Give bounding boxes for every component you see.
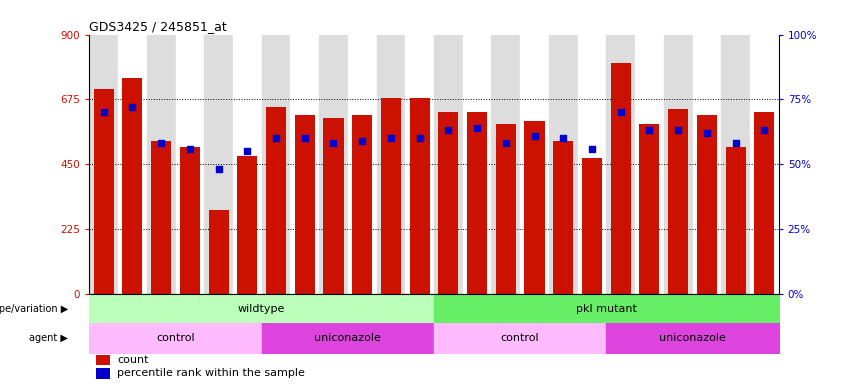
Bar <box>319 35 348 294</box>
Bar <box>96 368 110 379</box>
Point <box>585 146 599 152</box>
Text: count: count <box>117 355 148 365</box>
Bar <box>664 35 693 294</box>
Text: pkl mutant: pkl mutant <box>576 304 637 314</box>
Text: wildtype: wildtype <box>238 304 285 314</box>
Bar <box>553 141 574 294</box>
Text: uniconazole: uniconazole <box>314 333 381 343</box>
Bar <box>434 35 463 294</box>
Bar <box>754 113 774 294</box>
Point <box>183 146 197 152</box>
Bar <box>463 35 492 294</box>
Bar <box>549 35 578 294</box>
Point <box>384 135 397 141</box>
Point <box>212 166 226 172</box>
Point <box>643 127 656 134</box>
Bar <box>266 107 286 294</box>
Bar <box>582 159 602 294</box>
Point <box>499 141 512 147</box>
Bar <box>204 35 233 294</box>
Bar <box>123 78 142 294</box>
Text: GDS3425 / 245851_at: GDS3425 / 245851_at <box>89 20 227 33</box>
Bar <box>405 35 434 294</box>
Point <box>557 135 570 141</box>
Point <box>671 127 685 134</box>
Bar <box>376 35 405 294</box>
Bar <box>467 113 487 294</box>
Bar <box>233 35 262 294</box>
Bar <box>607 35 635 294</box>
Point <box>97 109 111 116</box>
Bar <box>180 147 200 294</box>
Bar <box>524 121 545 294</box>
Bar <box>520 35 549 294</box>
Point <box>154 141 168 147</box>
Bar <box>611 63 631 294</box>
Bar <box>94 89 114 294</box>
Bar <box>693 35 722 294</box>
Bar <box>294 115 315 294</box>
Bar <box>175 35 204 294</box>
Bar <box>726 147 745 294</box>
Bar <box>146 35 175 294</box>
Text: genotype/variation ▶: genotype/variation ▶ <box>0 304 68 314</box>
Point <box>241 148 254 154</box>
Point <box>442 127 455 134</box>
Point <box>356 138 369 144</box>
Bar <box>750 35 779 294</box>
Bar <box>352 115 372 294</box>
Bar <box>722 35 750 294</box>
Text: percentile rank within the sample: percentile rank within the sample <box>117 368 305 378</box>
Point <box>413 135 426 141</box>
Bar <box>348 35 376 294</box>
Bar <box>208 210 229 294</box>
Bar <box>96 354 110 365</box>
Bar <box>290 35 319 294</box>
Point <box>700 130 714 136</box>
Bar <box>118 35 146 294</box>
Point <box>327 141 340 147</box>
Point <box>757 127 771 134</box>
Bar <box>639 124 660 294</box>
Bar <box>381 98 401 294</box>
Bar <box>151 141 171 294</box>
Point <box>471 125 484 131</box>
Text: control: control <box>501 333 540 343</box>
Bar <box>323 118 344 294</box>
Point <box>126 104 140 110</box>
Point <box>298 135 311 141</box>
Text: agent ▶: agent ▶ <box>29 333 68 343</box>
Bar <box>697 115 717 294</box>
Point <box>614 109 627 116</box>
Bar <box>237 156 257 294</box>
Bar <box>635 35 664 294</box>
Bar <box>89 35 118 294</box>
Point <box>728 141 742 147</box>
Bar <box>262 35 290 294</box>
Bar <box>492 35 520 294</box>
Bar <box>578 35 607 294</box>
Bar <box>668 109 688 294</box>
Text: control: control <box>157 333 195 343</box>
Bar <box>409 98 430 294</box>
Bar <box>438 113 459 294</box>
Point <box>269 135 283 141</box>
Point <box>528 132 541 139</box>
Text: uniconazole: uniconazole <box>659 333 726 343</box>
Bar <box>496 124 516 294</box>
